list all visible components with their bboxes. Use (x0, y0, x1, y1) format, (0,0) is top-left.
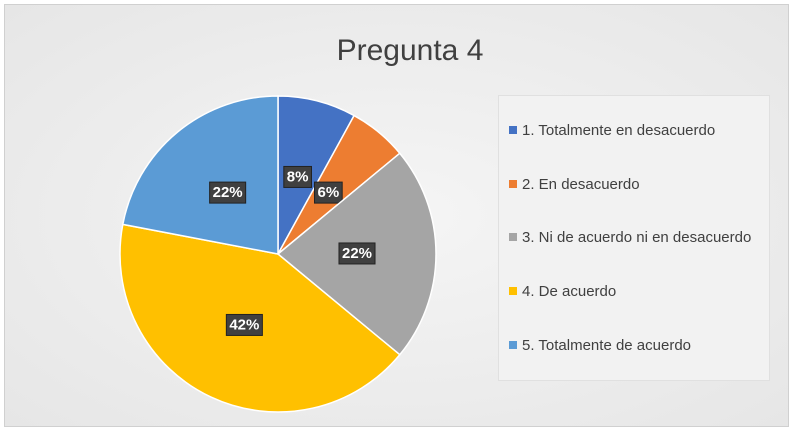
data-label: 8% (283, 165, 312, 188)
data-label-box (225, 313, 263, 336)
data-label-box (209, 181, 247, 204)
legend-label: 3. Ni de acuerdo ni en desacuerdo (522, 229, 752, 247)
legend-swatch (509, 340, 517, 349)
legend-item: 4. De acuerdo (509, 281, 769, 302)
data-label-box (338, 242, 376, 265)
data-label-text: 22% (213, 184, 243, 201)
legend-label: 1. Totalmente en desacuerdo (522, 122, 716, 140)
legend-item: 1. Totalmente en desacuerdo (509, 120, 769, 141)
data-label: 22% (338, 242, 376, 265)
data-label-box (314, 181, 343, 204)
data-label: 22% (209, 181, 247, 204)
legend: 1. Totalmente en desacuerdo 2. En desacue… (498, 95, 770, 381)
legend-item: 2. En desacuerdo (509, 174, 769, 195)
data-label-text: 6% (318, 184, 340, 201)
legend-label: 5. Totalmente de acuerdo (522, 336, 692, 354)
data-label: 42% (225, 313, 263, 336)
data-label-text: 8% (287, 168, 309, 185)
legend-item: 5. Totalmente de acuerdo (509, 335, 769, 356)
legend-swatch (509, 233, 517, 242)
data-label-text: 22% (342, 245, 372, 262)
chart-title: Pregunta 4 (337, 34, 484, 67)
data-label-text: 42% (229, 316, 259, 333)
legend-swatch (509, 179, 517, 188)
legend-label: 4. De acuerdo (522, 283, 617, 301)
legend-swatch (509, 287, 517, 296)
data-label: 6% (314, 181, 343, 204)
legend-swatch (509, 126, 517, 135)
legend-item: 3. Ni de acuerdo ni en desacuerdo (509, 227, 769, 248)
data-label-box (283, 165, 312, 188)
pie-slice (121, 95, 279, 255)
legend-label: 2. En desacuerdo (522, 175, 640, 193)
